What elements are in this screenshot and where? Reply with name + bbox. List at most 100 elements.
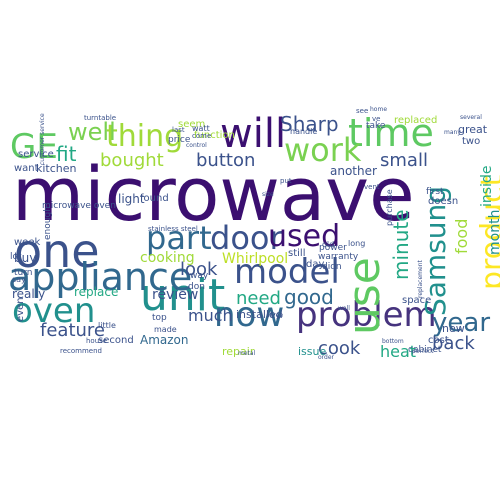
word: problem [296, 295, 437, 335]
word: food [452, 218, 471, 254]
word: great [458, 123, 488, 136]
word: bought [100, 150, 164, 171]
word: long [348, 239, 366, 248]
word: size [262, 191, 274, 198]
word: feature [40, 320, 105, 341]
word: need [236, 288, 281, 309]
word: oven [12, 291, 96, 331]
word: several [460, 114, 482, 121]
word: good [284, 285, 334, 309]
word: model [234, 252, 340, 292]
word: second [98, 335, 134, 346]
word: GE [10, 127, 58, 167]
word: want [14, 163, 39, 174]
word: buy [14, 251, 37, 265]
word: many [444, 129, 461, 136]
word: replaced [394, 115, 438, 126]
word: back [432, 333, 475, 354]
word: customer service [39, 113, 46, 165]
word: come [192, 132, 212, 140]
word: one [14, 224, 100, 278]
word: metal [238, 350, 256, 357]
word: put [280, 177, 292, 185]
word: time [348, 111, 434, 155]
word: turn [14, 268, 33, 278]
word: issue [298, 345, 327, 358]
word: service [18, 149, 54, 160]
word: well [68, 118, 116, 146]
word: day [306, 259, 325, 270]
word: appliance [8, 255, 193, 299]
word: take [366, 121, 386, 131]
word: new [442, 322, 465, 335]
word: year [432, 308, 491, 338]
word: first [426, 187, 444, 197]
word: light [118, 192, 145, 206]
word: review [152, 287, 199, 303]
word: button [196, 150, 256, 171]
word: large [268, 312, 284, 319]
word: Whirlpool [222, 251, 289, 267]
word: bottom [382, 338, 404, 345]
word: now [214, 295, 285, 335]
word: wall [338, 305, 350, 312]
word: purchase [385, 189, 394, 226]
word: old [322, 240, 335, 249]
word: minute [389, 209, 413, 280]
word: turntable [84, 114, 117, 122]
word: look [180, 259, 218, 280]
word: power [319, 243, 347, 253]
word: cook [318, 338, 361, 359]
word: ve [372, 115, 381, 123]
word: thing [106, 119, 184, 154]
word: enough [43, 206, 53, 240]
word: last [172, 126, 185, 134]
word: cooking [140, 250, 195, 266]
word: watt [192, 124, 210, 133]
word: Sharp [280, 112, 339, 136]
word: use [339, 257, 390, 335]
word: order [318, 354, 334, 361]
word: kitchen [36, 162, 77, 175]
word: lot [10, 252, 22, 262]
word: little [98, 321, 116, 330]
word: week [14, 237, 41, 248]
word: repair [222, 345, 255, 358]
word: still [288, 248, 306, 259]
word: stainless steel [148, 225, 198, 233]
word: found [140, 193, 169, 204]
word: don [188, 282, 205, 292]
word: fit [56, 142, 77, 166]
word: control [186, 142, 207, 149]
word: another [330, 164, 377, 178]
word: replace [74, 285, 119, 299]
word: replacement [417, 260, 424, 298]
word: handle [290, 127, 318, 136]
word: function [194, 130, 235, 141]
word: say [12, 275, 26, 284]
word: seem [178, 119, 206, 130]
word: cabinet [408, 345, 442, 355]
word: part [146, 219, 212, 257]
word: top [152, 313, 167, 323]
word: small [380, 150, 428, 171]
word: made [154, 325, 177, 334]
word: vent [364, 183, 380, 191]
word: cost [428, 335, 449, 346]
word: see [356, 107, 369, 115]
word: installed [236, 308, 283, 321]
word: used [268, 219, 341, 254]
word: inside [479, 165, 495, 207]
word: way [190, 271, 209, 281]
word: home [370, 106, 388, 113]
word: two [462, 136, 481, 147]
word: perfect [412, 348, 434, 355]
word: recommend [60, 347, 102, 355]
word: warranty [318, 252, 359, 262]
word: microwave [12, 152, 415, 238]
word: doesn [428, 196, 459, 207]
word: really [12, 287, 46, 301]
word: house [86, 337, 108, 345]
word: unit [140, 270, 226, 321]
word: month [487, 209, 500, 255]
